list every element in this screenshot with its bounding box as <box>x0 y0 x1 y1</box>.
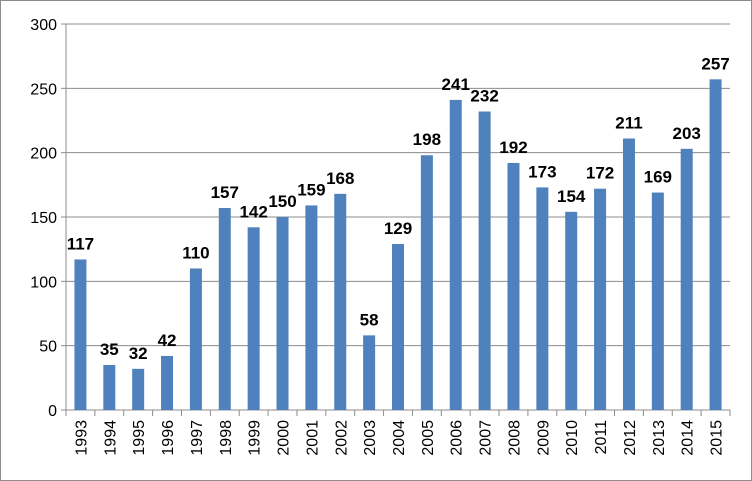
data-label-2002: 168 <box>326 169 354 188</box>
x-tick-label-2002: 2002 <box>333 420 350 456</box>
data-label-2006: 241 <box>442 75 470 94</box>
bar-2012 <box>622 138 635 410</box>
bar-2000 <box>276 217 289 410</box>
x-tick-label-2011: 2011 <box>593 420 610 455</box>
data-label-1995: 32 <box>129 344 148 363</box>
x-tick-label-2005: 2005 <box>420 420 437 456</box>
data-label-2003: 58 <box>360 310 379 329</box>
y-tick-label: 200 <box>30 146 57 163</box>
bar-2009 <box>536 187 549 410</box>
bar-1994 <box>103 364 116 410</box>
y-tick-label: 0 <box>48 403 57 420</box>
x-tick-label-2004: 2004 <box>391 420 408 456</box>
bar-1997 <box>189 268 202 410</box>
bars <box>74 79 722 411</box>
x-tick-label-2007: 2007 <box>478 420 495 456</box>
y-tick-labels: 0 50 100 150 200 250 300 <box>30 17 57 420</box>
bar-2002 <box>334 193 347 410</box>
x-tick-label-1999: 1999 <box>247 420 264 456</box>
x-tick-labels: 1993 1994 1995 1996 1997 1998 1999 2000 2001 2002… <box>73 420 725 456</box>
bar-2005 <box>420 155 433 410</box>
data-label-1998: 157 <box>211 183 239 202</box>
bar-2011 <box>594 188 607 410</box>
bar-2008 <box>507 162 520 410</box>
bar-2003 <box>363 335 376 410</box>
y-tick-label: 300 <box>30 17 57 34</box>
x-tick-label-2003: 2003 <box>362 420 379 456</box>
bar-2014 <box>680 148 693 410</box>
x-tick-label-2015: 2015 <box>709 420 726 456</box>
data-label-2014: 203 <box>673 124 701 143</box>
data-label-2007: 232 <box>470 86 498 105</box>
bar-1996 <box>161 355 174 410</box>
data-label-1997: 110 <box>182 243 209 262</box>
data-label-2012: 211 <box>615 114 642 133</box>
x-tick-label-1998: 1998 <box>218 420 235 456</box>
data-label-2004: 129 <box>384 219 412 238</box>
x-tick-label-1993: 1993 <box>73 420 90 456</box>
bar-1998 <box>218 207 231 410</box>
data-label-2000: 150 <box>268 192 296 211</box>
bar-2015 <box>709 79 722 411</box>
bar-2006 <box>449 99 462 410</box>
x-tick-label-2010: 2010 <box>564 420 581 456</box>
gridlines <box>66 23 730 347</box>
y-tick-label: 250 <box>30 81 57 98</box>
bar-2010 <box>565 211 578 410</box>
bar-2007 <box>478 111 491 410</box>
x-tick-label-1997: 1997 <box>189 420 206 456</box>
bar-2004 <box>392 244 404 410</box>
x-tick-label-2008: 2008 <box>506 420 523 456</box>
data-label-2010: 154 <box>557 187 586 206</box>
x-tick-label-2000: 2000 <box>276 420 293 456</box>
y-tick-label: 50 <box>39 339 57 356</box>
data-label-1999: 142 <box>239 202 267 221</box>
bar-2001 <box>305 205 318 410</box>
bar-1995 <box>132 368 145 410</box>
data-label-1996: 42 <box>158 331 177 350</box>
data-label-1993: 117 <box>67 234 94 253</box>
x-tick-label-1996: 1996 <box>160 420 177 456</box>
data-label-1994: 35 <box>100 340 119 359</box>
data-label-2011: 172 <box>586 164 614 183</box>
data-label-2013: 169 <box>644 168 672 187</box>
bar-2013 <box>651 192 664 410</box>
data-label-2008: 192 <box>499 138 527 157</box>
bar-1993 <box>74 259 87 410</box>
data-label-2009: 173 <box>528 162 556 181</box>
x-tick-label-1995: 1995 <box>131 420 148 456</box>
data-label-2015: 257 <box>701 54 729 73</box>
x-tick-label-2012: 2012 <box>622 420 639 456</box>
x-tick-label-2001: 2001 <box>304 420 321 456</box>
x-tick-label-1994: 1994 <box>102 420 119 456</box>
y-tick-label: 100 <box>30 274 57 291</box>
x-tick-label-2006: 2006 <box>449 420 466 456</box>
data-label-2005: 198 <box>413 130 441 149</box>
y-tick-label: 150 <box>30 210 57 227</box>
x-tick-label-2014: 2014 <box>680 420 697 456</box>
x-tick-label-2009: 2009 <box>535 420 552 456</box>
bar-1999 <box>247 227 260 410</box>
x-tick-label-2013: 2013 <box>651 420 668 456</box>
data-label-2001: 159 <box>297 180 325 199</box>
